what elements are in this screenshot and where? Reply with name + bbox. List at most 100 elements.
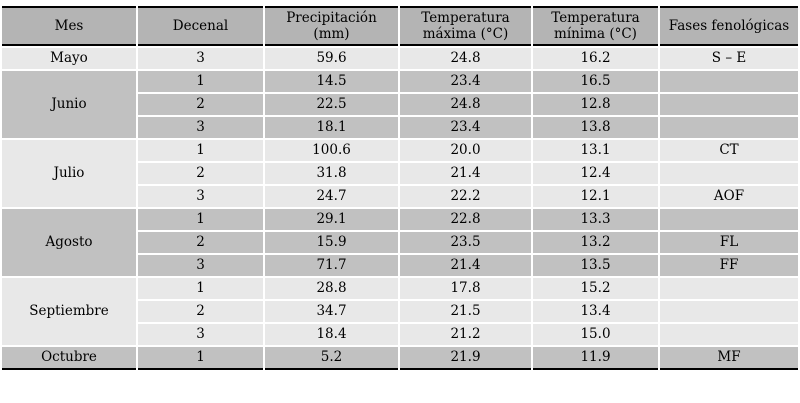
- cell-month: Julio: [2, 140, 136, 207]
- cell-temp-min: 12.4: [533, 163, 658, 184]
- cell-decenal: 3: [138, 117, 263, 138]
- cell-precipitacion: 34.7: [265, 301, 398, 322]
- cell-decenal: 3: [138, 48, 263, 69]
- cell-temp-min: 16.5: [533, 71, 658, 92]
- column-header-decenal: Decenal: [138, 6, 263, 46]
- cell-decenal: 1: [138, 140, 263, 161]
- cell-temp-max: 20.0: [400, 140, 531, 161]
- cell-temp-max: 24.8: [400, 48, 531, 69]
- table-row: 2 15.9 23.5 13.2 FL: [2, 232, 798, 253]
- cell-decenal: 1: [138, 347, 263, 370]
- cell-temp-max: 24.8: [400, 94, 531, 115]
- column-header-label-line2: (mm): [313, 26, 350, 42]
- cell-fase: [660, 117, 798, 138]
- cell-precipitacion: 28.8: [265, 278, 398, 299]
- cell-temp-min: 13.3: [533, 209, 658, 230]
- cell-precipitacion: 24.7: [265, 186, 398, 207]
- cell-temp-max: 23.4: [400, 71, 531, 92]
- cell-temp-max: 23.5: [400, 232, 531, 253]
- cell-fase: FF: [660, 255, 798, 276]
- cell-precipitacion: 71.7: [265, 255, 398, 276]
- cell-precipitacion: 5.2: [265, 347, 398, 370]
- column-header-label: Mes: [54, 18, 84, 34]
- cell-fase: S – E: [660, 48, 798, 69]
- cell-fase: [660, 278, 798, 299]
- cell-temp-max: 21.4: [400, 255, 531, 276]
- cell-temp-min: 13.2: [533, 232, 658, 253]
- column-header-label-line2: mínima (°C): [554, 26, 637, 42]
- cell-temp-min: 11.9: [533, 347, 658, 370]
- cell-decenal: 1: [138, 278, 263, 299]
- cell-fase: [660, 209, 798, 230]
- cell-precipitacion: 18.1: [265, 117, 398, 138]
- cell-temp-max: 21.4: [400, 163, 531, 184]
- cell-temp-max: 21.2: [400, 324, 531, 345]
- cell-month: Junio: [2, 71, 136, 138]
- cell-temp-min: 16.2: [533, 48, 658, 69]
- cell-month: Septiembre: [2, 278, 136, 345]
- table-row: Julio 1 100.6 20.0 13.1 CT: [2, 140, 798, 207]
- cell-precipitacion: 18.4: [265, 324, 398, 345]
- cell-temp-min: 13.1: [533, 140, 658, 161]
- cell-temp-max: 21.9: [400, 347, 531, 370]
- cell-precipitacion: 29.1: [265, 209, 398, 230]
- cell-fase: AOF: [660, 186, 798, 207]
- table-row: 2 34.7 21.5 13.4: [2, 301, 798, 322]
- cell-fase: MF: [660, 347, 798, 370]
- cell-decenal: 3: [138, 186, 263, 207]
- column-header-precipitacion: Precipitación (mm): [265, 6, 398, 46]
- decadal-weather-table: Mes Decenal Precipitación (mm) Temperatur…: [0, 4, 800, 372]
- table-row: Mayo 3 59.6 24.8 16.2 S – E: [2, 48, 798, 69]
- cell-fase: [660, 324, 798, 345]
- cell-temp-max: 21.5: [400, 301, 531, 322]
- cell-temp-min: 13.4: [533, 301, 658, 322]
- table-row: 3 18.4 21.2 15.0: [2, 324, 798, 345]
- cell-precipitacion: 31.8: [265, 163, 398, 184]
- table-row: Octubre 1 5.2 21.9 11.9 MF: [2, 347, 798, 370]
- cell-temp-max: 22.8: [400, 209, 531, 230]
- table-row: 3 24.7 22.2 12.1 AOF: [2, 186, 798, 207]
- cell-temp-min: 12.1: [533, 186, 658, 207]
- table-row: 3 71.7 21.4 13.5 FF: [2, 255, 798, 276]
- cell-precipitacion: 14.5: [265, 71, 398, 92]
- cell-decenal: 3: [138, 324, 263, 345]
- cell-fase: [660, 163, 798, 184]
- cell-temp-min: 13.5: [533, 255, 658, 276]
- table-row: Agosto 1 29.1 22.8 13.3: [2, 209, 798, 276]
- column-header-fases: Fases fenológicas: [660, 6, 798, 46]
- cell-temp-max: 23.4: [400, 117, 531, 138]
- cell-fase: FL: [660, 232, 798, 253]
- column-header-label-line1: Precipitación: [286, 10, 377, 26]
- column-header-temp-minima: Temperatura mínima (°C): [533, 6, 658, 46]
- cell-month: Octubre: [2, 347, 136, 370]
- column-header-label-line1: Temperatura: [421, 10, 510, 26]
- table-row: 3 18.1 23.4 13.8: [2, 117, 798, 138]
- header-row: Mes Decenal Precipitación (mm) Temperatur…: [2, 6, 798, 46]
- column-header-label: Fases fenológicas: [668, 18, 790, 34]
- cell-temp-min: 15.2: [533, 278, 658, 299]
- cell-precipitacion: 15.9: [265, 232, 398, 253]
- cell-fase: CT: [660, 140, 798, 161]
- cell-temp-min: 15.0: [533, 324, 658, 345]
- cell-decenal: 1: [138, 71, 263, 92]
- table-row: 2 31.8 21.4 12.4: [2, 163, 798, 184]
- cell-decenal: 2: [138, 163, 263, 184]
- cell-precipitacion: 59.6: [265, 48, 398, 69]
- cell-temp-max: 22.2: [400, 186, 531, 207]
- table-row: Septiembre 1 28.8 17.8 15.2: [2, 278, 798, 345]
- cell-temp-min: 12.8: [533, 94, 658, 115]
- cell-decenal: 2: [138, 301, 263, 322]
- table-row: 2 22.5 24.8 12.8: [2, 94, 798, 115]
- column-header-temp-maxima: Temperatura máxima (°C): [400, 6, 531, 46]
- column-header-label-line1: Temperatura: [551, 10, 640, 26]
- cell-fase: [660, 71, 798, 92]
- column-header-mes: Mes: [2, 6, 136, 46]
- cell-month: Mayo: [2, 48, 136, 69]
- cell-fase: [660, 301, 798, 322]
- cell-month: Agosto: [2, 209, 136, 276]
- table-row: Junio 1 14.5 23.4 16.5: [2, 71, 798, 138]
- cell-temp-min: 13.8: [533, 117, 658, 138]
- cell-precipitacion: 22.5: [265, 94, 398, 115]
- column-header-label-line2: máxima (°C): [422, 26, 509, 42]
- cell-precipitacion: 100.6: [265, 140, 398, 161]
